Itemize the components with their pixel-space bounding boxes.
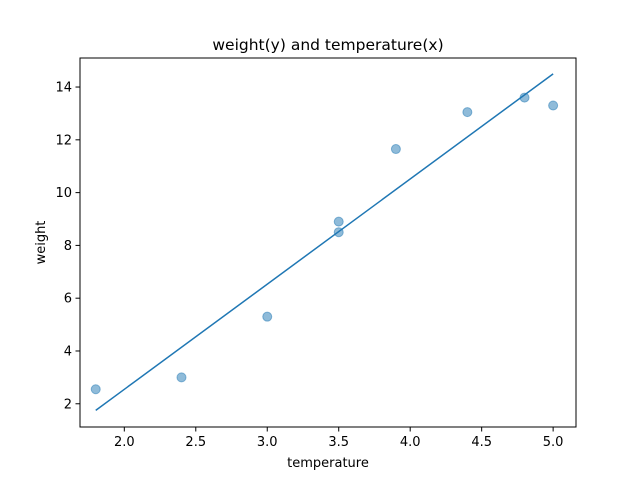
- data-point: [90, 384, 101, 395]
- data-point: [262, 311, 273, 322]
- y-tick-label: 12: [55, 133, 72, 148]
- x-tick-label: 2.0: [114, 435, 135, 450]
- x-tick-label: 3.0: [257, 435, 278, 450]
- y-axis-label: weight: [34, 221, 49, 265]
- fit-line: [95, 73, 554, 411]
- data-point: [333, 227, 344, 238]
- x-axis-label: temperature: [287, 456, 369, 471]
- data-point: [176, 372, 187, 383]
- y-tick-label: 14: [55, 81, 72, 96]
- x-tick-label: 5.0: [543, 435, 564, 450]
- x-tick-label: 3.5: [328, 435, 349, 450]
- y-tick-label: 6: [64, 292, 72, 307]
- data-point: [519, 92, 530, 103]
- y-tick-label: 10: [55, 186, 72, 201]
- plot-frame: [79, 57, 577, 428]
- x-tick-label: 2.5: [185, 435, 206, 450]
- x-tick-label: 4.0: [400, 435, 421, 450]
- y-tick-label: 2: [64, 397, 72, 412]
- data-point: [462, 107, 473, 118]
- data-point: [548, 100, 559, 111]
- data-point: [333, 216, 344, 227]
- y-tick-label: 4: [64, 344, 72, 359]
- chart-title: weight(y) and temperature(x): [212, 36, 443, 54]
- y-tick-label: 8: [64, 239, 72, 254]
- x-tick-label: 4.5: [471, 435, 492, 450]
- data-point: [390, 144, 401, 155]
